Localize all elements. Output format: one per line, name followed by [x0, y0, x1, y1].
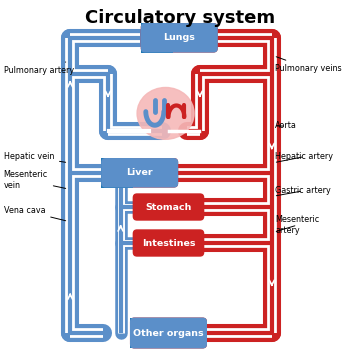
Text: Gastric artery: Gastric artery — [275, 186, 331, 196]
Text: Mesenteric
vein: Mesenteric vein — [4, 170, 66, 190]
Text: Circulatory system: Circulatory system — [85, 9, 275, 27]
Text: Vena cava: Vena cava — [4, 206, 66, 221]
Bar — [130, 318, 162, 348]
FancyBboxPatch shape — [133, 193, 204, 221]
Text: Mesenteric
artery: Mesenteric artery — [275, 215, 320, 235]
Text: Pulmonary veins: Pulmonary veins — [275, 57, 342, 73]
Text: Liver: Liver — [126, 168, 153, 177]
Text: Intestines: Intestines — [142, 238, 195, 248]
FancyBboxPatch shape — [141, 23, 218, 53]
FancyBboxPatch shape — [141, 23, 218, 53]
Text: Other organs: Other organs — [133, 328, 204, 338]
FancyBboxPatch shape — [101, 158, 178, 188]
FancyBboxPatch shape — [101, 158, 178, 188]
Text: Hepatic artery: Hepatic artery — [275, 152, 333, 162]
Text: Aorta: Aorta — [275, 122, 297, 130]
Text: Pulmonary artery: Pulmonary artery — [4, 62, 74, 75]
Text: Lungs: Lungs — [163, 33, 195, 42]
Bar — [141, 23, 173, 53]
FancyBboxPatch shape — [130, 318, 207, 348]
Ellipse shape — [137, 87, 194, 139]
Text: Stomach: Stomach — [145, 202, 192, 211]
Text: Hepatic vein: Hepatic vein — [4, 152, 66, 162]
FancyBboxPatch shape — [133, 229, 204, 257]
Bar — [101, 158, 133, 188]
FancyBboxPatch shape — [130, 318, 207, 348]
